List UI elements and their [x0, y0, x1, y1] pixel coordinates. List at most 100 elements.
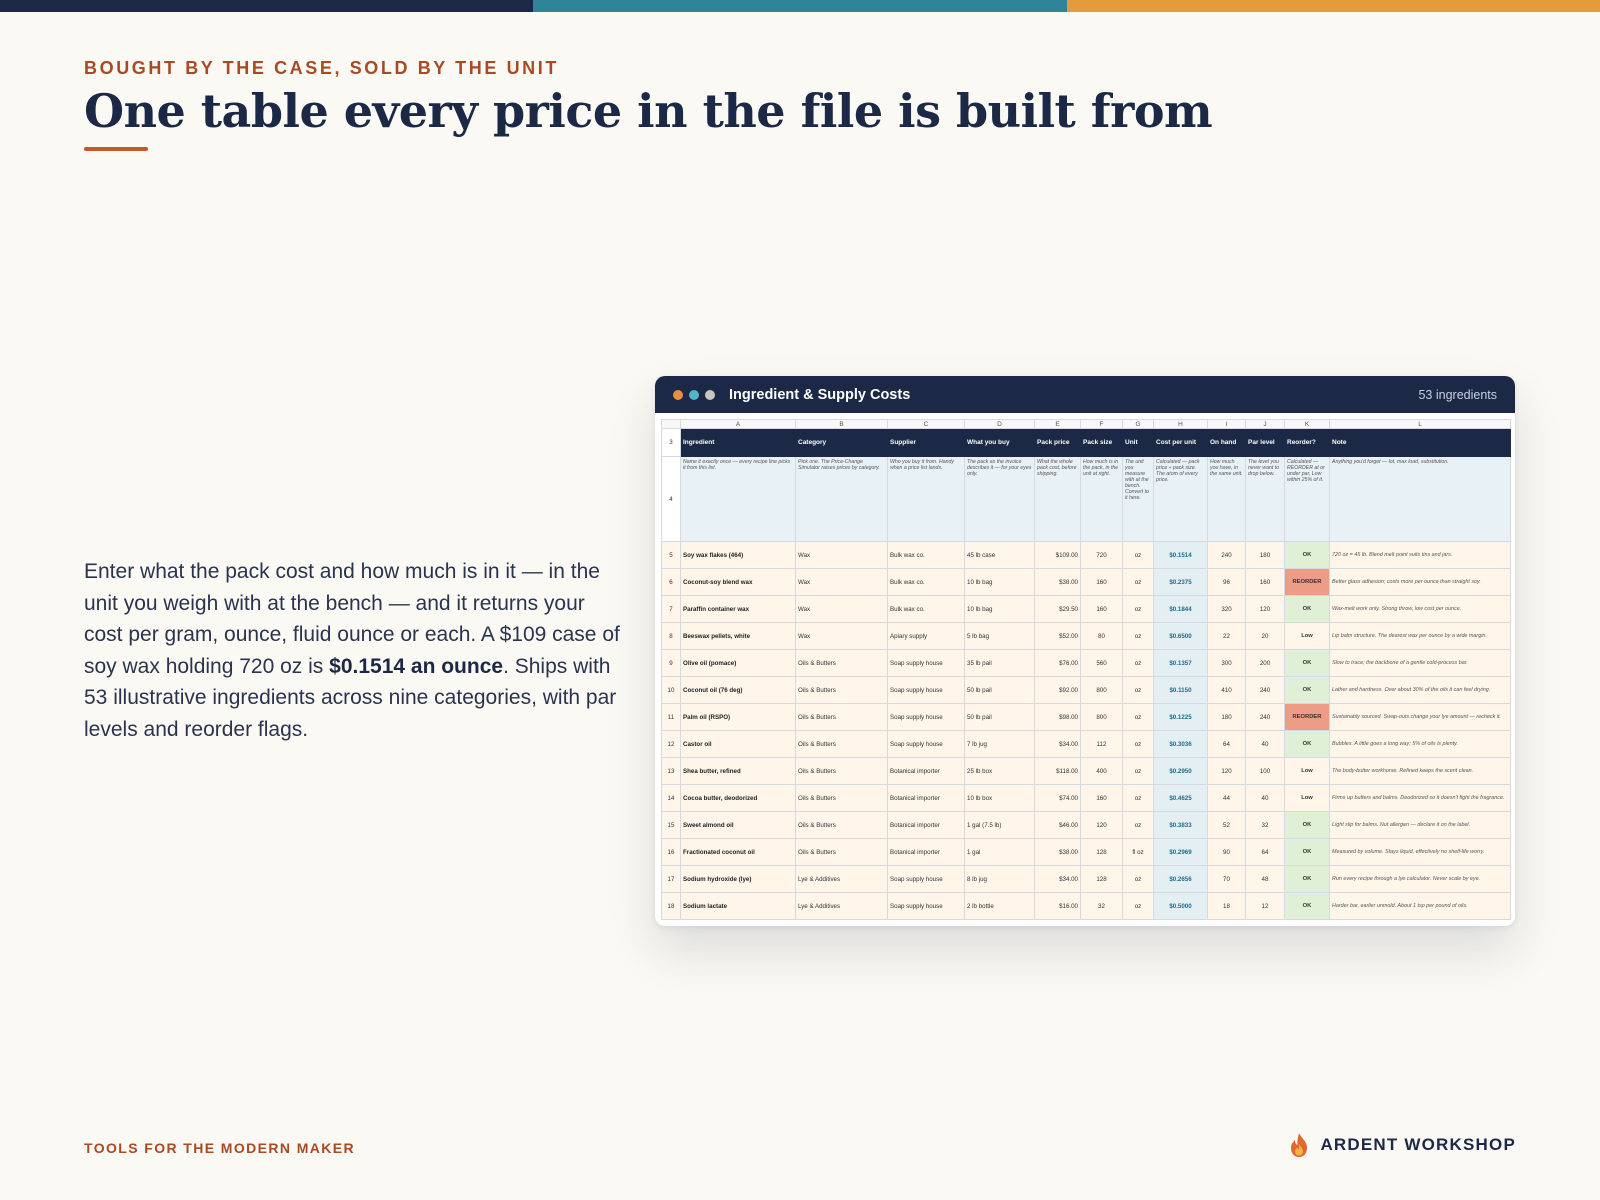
category-cell[interactable]: Oils & Butters [795, 730, 888, 758]
reorder-status-cell[interactable]: Low [1284, 784, 1330, 812]
category-cell[interactable]: Wax [795, 622, 888, 650]
pack-size-cell[interactable]: 800 [1080, 676, 1123, 704]
pack-size-cell[interactable]: 160 [1080, 595, 1123, 623]
pack-description-cell[interactable]: 25 lb box [964, 757, 1035, 785]
cost-per-unit-cell[interactable]: $0.1150 [1153, 676, 1208, 704]
unit-cell[interactable]: oz [1122, 649, 1154, 677]
cost-per-unit-cell[interactable]: $0.5000 [1153, 892, 1208, 920]
cost-per-unit-cell[interactable]: $0.1514 [1153, 541, 1208, 569]
column-description[interactable]: Anything you'd forget — lot, max load, s… [1329, 456, 1511, 542]
pack-description-cell[interactable]: 7 lb jug [964, 730, 1035, 758]
reorder-status-cell[interactable]: OK [1284, 595, 1330, 623]
pack-price-cell[interactable]: $34.00 [1034, 865, 1081, 893]
ingredient-cell[interactable]: Castor oil [680, 730, 796, 758]
pack-description-cell[interactable]: 10 lb box [964, 784, 1035, 812]
cost-per-unit-cell[interactable]: $0.1844 [1153, 595, 1208, 623]
row-number[interactable]: 10 [661, 676, 681, 704]
cost-per-unit-cell[interactable]: $0.3036 [1153, 730, 1208, 758]
column-letter-g[interactable]: G [1122, 419, 1154, 429]
column-header[interactable]: Reorder? [1284, 428, 1330, 457]
column-letter-a[interactable]: A [680, 419, 796, 429]
unit-cell[interactable]: oz [1122, 595, 1154, 623]
unit-cell[interactable]: oz [1122, 892, 1154, 920]
row-number[interactable]: 4 [661, 456, 681, 542]
note-cell[interactable]: Wax-melt work only. Strong throw, low co… [1329, 595, 1511, 623]
pack-size-cell[interactable]: 160 [1080, 784, 1123, 812]
row-number[interactable]: 14 [661, 784, 681, 812]
unit-cell[interactable]: oz [1122, 541, 1154, 569]
column-letter-d[interactable]: D [964, 419, 1035, 429]
pack-description-cell[interactable]: 45 lb case [964, 541, 1035, 569]
unit-cell[interactable]: oz [1122, 703, 1154, 731]
pack-description-cell[interactable]: 2 lb bottle [964, 892, 1035, 920]
column-description[interactable]: The unit you measure with at the bench. … [1122, 456, 1154, 542]
pack-price-cell[interactable]: $34.00 [1034, 730, 1081, 758]
supplier-cell[interactable]: Soap supply house [887, 865, 965, 893]
note-cell[interactable]: Run every recipe through a lye calculato… [1329, 865, 1511, 893]
column-header[interactable]: Note [1329, 428, 1511, 457]
column-header[interactable]: What you buy [964, 428, 1035, 457]
column-header[interactable]: Ingredient [680, 428, 796, 457]
note-cell[interactable]: 720 oz = 45 lb. Blend melt point suits t… [1329, 541, 1511, 569]
on-hand-cell[interactable]: 44 [1207, 784, 1246, 812]
pack-description-cell[interactable]: 5 lb bag [964, 622, 1035, 650]
category-cell[interactable]: Wax [795, 568, 888, 596]
par-level-cell[interactable]: 40 [1245, 730, 1285, 758]
column-letter-k[interactable]: K [1284, 419, 1330, 429]
window-dot-grey[interactable] [705, 389, 715, 400]
category-cell[interactable]: Oils & Butters [795, 676, 888, 704]
par-level-cell[interactable]: 64 [1245, 838, 1285, 866]
column-header[interactable]: Cost per unit [1153, 428, 1208, 457]
par-level-cell[interactable]: 12 [1245, 892, 1285, 920]
pack-description-cell[interactable]: 50 lb pail [964, 703, 1035, 731]
unit-cell[interactable]: oz [1122, 757, 1154, 785]
supplier-cell[interactable]: Botanical importer [887, 757, 965, 785]
par-level-cell[interactable]: 48 [1245, 865, 1285, 893]
row-number[interactable]: 8 [661, 622, 681, 650]
reorder-status-cell[interactable]: Low [1284, 622, 1330, 650]
par-level-cell[interactable]: 200 [1245, 649, 1285, 677]
row-number[interactable]: 6 [661, 568, 681, 596]
on-hand-cell[interactable]: 70 [1207, 865, 1246, 893]
column-description[interactable]: The pack as the invoice describes it — f… [964, 456, 1035, 542]
on-hand-cell[interactable]: 410 [1207, 676, 1246, 704]
note-cell[interactable]: The body-butter workhorse. Refined keeps… [1329, 757, 1511, 785]
pack-price-cell[interactable]: $92.00 [1034, 676, 1081, 704]
supplier-cell[interactable]: Botanical importer [887, 784, 965, 812]
par-level-cell[interactable]: 240 [1245, 676, 1285, 704]
ingredient-cell[interactable]: Beeswax pellets, white [680, 622, 796, 650]
row-number[interactable]: 3 [661, 428, 681, 457]
pack-price-cell[interactable]: $38.00 [1034, 568, 1081, 596]
column-header[interactable]: Supplier [887, 428, 965, 457]
ingredient-cell[interactable]: Shea butter, refined [680, 757, 796, 785]
column-letter-h[interactable]: H [1153, 419, 1208, 429]
unit-cell[interactable]: oz [1122, 811, 1154, 839]
par-level-cell[interactable]: 20 [1245, 622, 1285, 650]
category-cell[interactable]: Wax [795, 541, 888, 569]
ingredient-cell[interactable]: Cocoa butter, deodorized [680, 784, 796, 812]
on-hand-cell[interactable]: 90 [1207, 838, 1246, 866]
column-header[interactable]: Unit [1122, 428, 1154, 457]
ingredient-cell[interactable]: Coconut oil (76 deg) [680, 676, 796, 704]
supplier-cell[interactable]: Botanical importer [887, 838, 965, 866]
note-cell[interactable]: Lip balm structure. The dearest wax per … [1329, 622, 1511, 650]
on-hand-cell[interactable]: 18 [1207, 892, 1246, 920]
column-header[interactable]: Pack size [1080, 428, 1123, 457]
on-hand-cell[interactable]: 240 [1207, 541, 1246, 569]
pack-size-cell[interactable]: 112 [1080, 730, 1123, 758]
supplier-cell[interactable]: Soap supply house [887, 649, 965, 677]
cost-per-unit-cell[interactable]: $0.2656 [1153, 865, 1208, 893]
cost-per-unit-cell[interactable]: $0.2950 [1153, 757, 1208, 785]
ingredient-cell[interactable]: Soy wax flakes (464) [680, 541, 796, 569]
reorder-status-cell[interactable]: REORDER [1284, 703, 1330, 731]
column-letter-f[interactable]: F [1080, 419, 1123, 429]
category-cell[interactable]: Oils & Butters [795, 784, 888, 812]
pack-price-cell[interactable]: $76.00 [1034, 649, 1081, 677]
column-letter-e[interactable]: E [1034, 419, 1081, 429]
column-letter-l[interactable]: L [1329, 419, 1511, 429]
category-cell[interactable]: Lye & Additives [795, 892, 888, 920]
par-level-cell[interactable]: 240 [1245, 703, 1285, 731]
column-description[interactable]: The level you never want to drop below. [1245, 456, 1285, 542]
column-description[interactable]: What the whole pack cost, before shippin… [1034, 456, 1081, 542]
par-level-cell[interactable]: 100 [1245, 757, 1285, 785]
